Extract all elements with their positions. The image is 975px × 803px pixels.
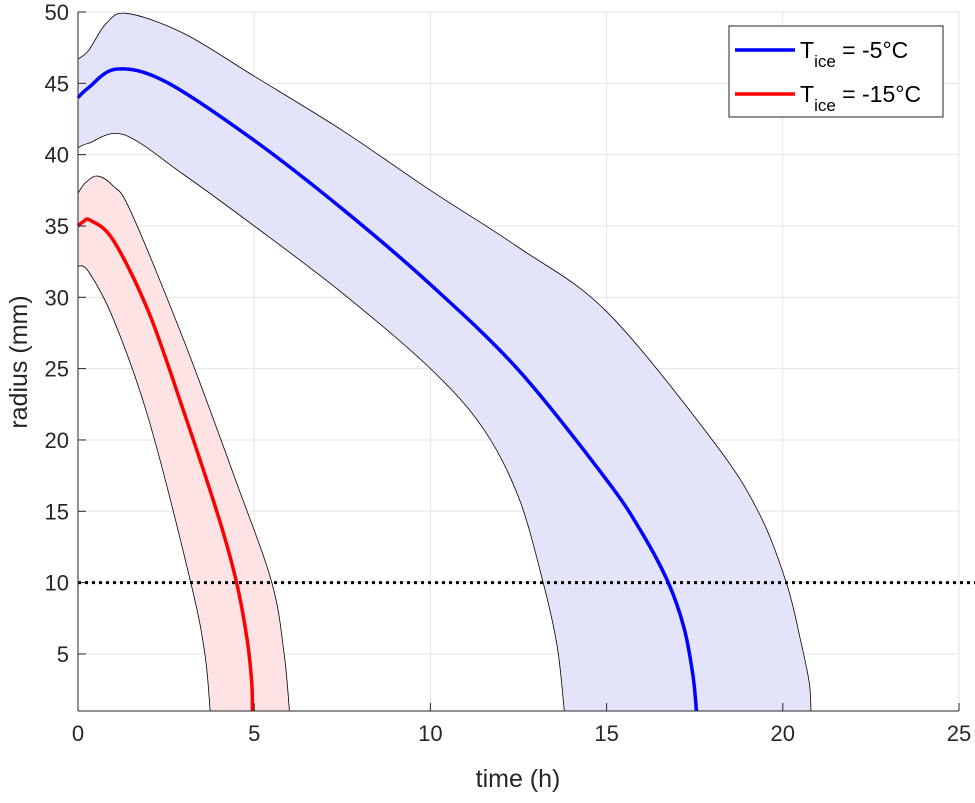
band-upper-1 [77,175,290,712]
x-tick-label: 15 [594,721,618,746]
series-line-0 [76,67,699,712]
y-tick-label: 15 [45,499,69,524]
y-tick-label: 30 [45,285,69,310]
x-axis-label: time (h) [476,765,561,793]
series-line-1 [76,217,255,712]
tick-labels: 0 5 10 15 20 25 5 10 15 20 25 30 35 40 45 50 [45,0,972,746]
legend-label-5c: Tice = -5°C [800,37,908,71]
band-fill-0 [78,13,811,711]
legend-label-15c: Tice = -15°C [800,81,921,115]
band-lower-1 [77,265,211,712]
y-tick-label: 10 [45,571,69,596]
legend-box [728,25,944,118]
band-fill-1 [78,176,290,712]
x-tick-label: 25 [947,721,971,746]
y-tick-label: 45 [45,71,69,96]
x-tick-label: 5 [248,721,260,746]
y-tick-label: 20 [45,428,69,453]
x-tick-label: 10 [418,721,442,746]
uncertainty-bands [77,12,812,712]
band-upper-0 [77,12,812,712]
y-axis-label: radius (mm) [5,295,33,428]
legend: Tice = -5°C Tice = -15°C [728,25,944,118]
y-tick-label: 5 [57,642,69,667]
y-tick-label: 40 [45,143,69,168]
y-tick-label: 50 [45,0,69,25]
axes [77,11,960,712]
y-tick-label: 35 [45,214,69,239]
series-lines [76,67,699,712]
y-tick-label: 25 [45,357,69,382]
x-tick-label: 20 [771,721,795,746]
band-lower-0 [77,133,565,712]
x-tick-label: 0 [72,721,84,746]
grid [77,11,960,711]
